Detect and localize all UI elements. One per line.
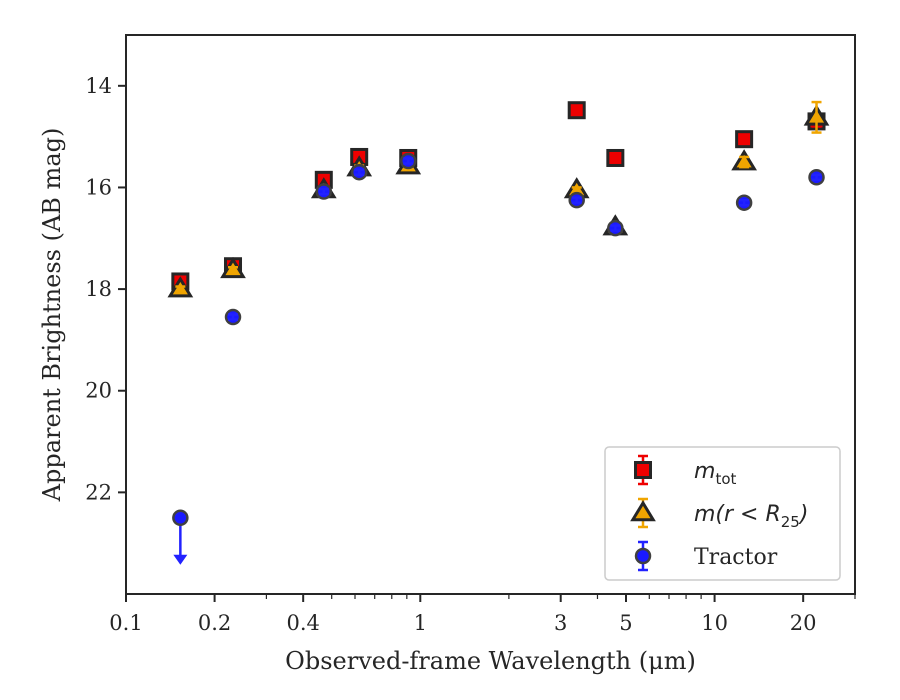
error-bar [739,155,750,169]
legend-label: Tractor [694,545,778,570]
x-tick-label: 0.2 [198,611,231,635]
y-axis-label: Apparent Brightness (AB mag) [38,128,66,503]
upper-limit-arrowhead [173,554,188,565]
legend-marker [634,461,652,479]
error-bar [610,224,621,232]
legend-label: m(r < R25) [694,502,808,531]
x-tick-label: 0.4 [286,611,319,635]
error-bar [610,154,621,162]
error-bar [228,265,239,274]
legend-frame [604,446,841,581]
x-tick-label: 10 [701,611,728,635]
error-bar [571,196,582,204]
x-tick-label: 1 [414,611,427,635]
legend-marker [634,547,652,565]
x-axis-label: Observed-frame Wavelength (μm) [285,647,696,675]
error-bar [228,313,239,321]
y-tick-label: 22 [85,480,112,504]
error-bar [811,173,822,182]
x-tick-label: 20 [790,611,817,635]
y-tick-label: 14 [85,74,112,98]
error-bar [403,157,414,165]
series-tractor [172,152,825,565]
x-tick-label: 3 [554,611,567,635]
legend-label: mtot [694,459,736,488]
x-tick-label: 5 [619,611,632,635]
error-bar [739,135,750,143]
data-point [172,509,189,527]
error-bar [175,285,186,293]
x-tick-label: 0.1 [109,611,142,635]
legend-marker [630,500,656,522]
error-bar [354,168,365,176]
y-tick-label: 18 [85,277,112,301]
series-mr25 [167,100,830,298]
error-bar [811,100,822,134]
error-bar [571,106,582,115]
y-tick-label: 16 [85,175,112,199]
y-tick-label: 20 [85,379,112,403]
error-bar [318,187,329,196]
legend: mtot m(r < R25) Tractor [604,446,841,581]
plot-frame [125,34,856,595]
error-bar [739,198,750,207]
series-mtot [171,101,826,291]
